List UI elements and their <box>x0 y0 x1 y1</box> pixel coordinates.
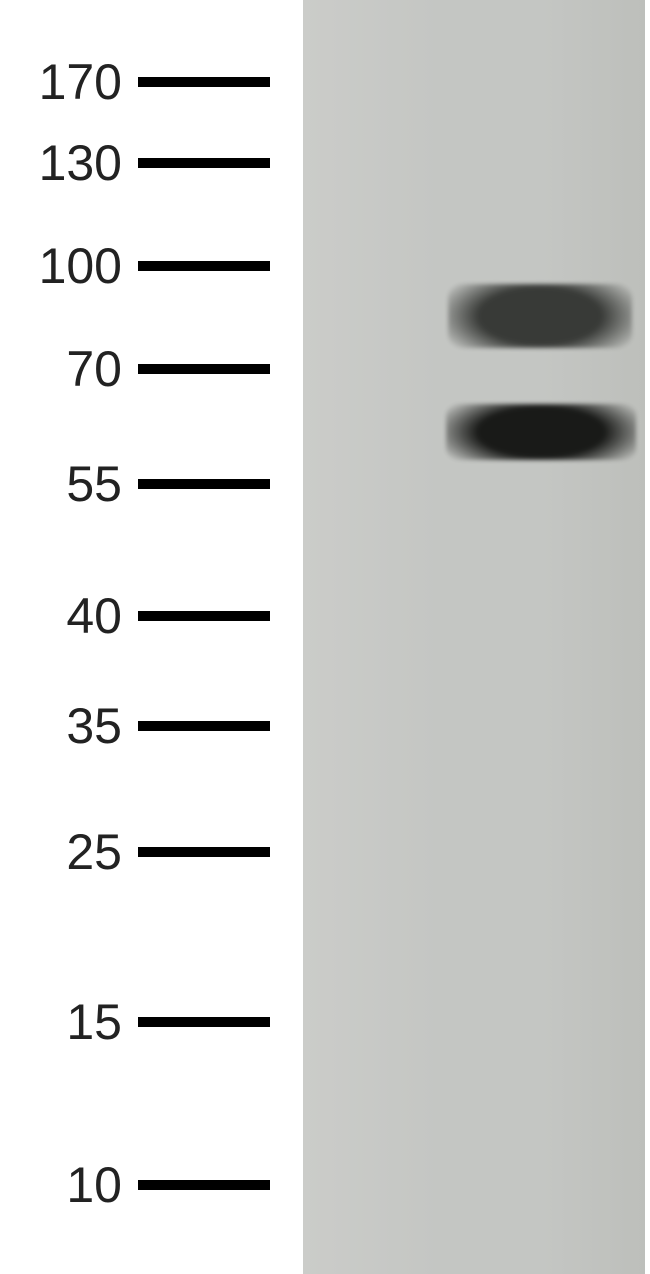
ladder-label: 100 <box>0 237 122 295</box>
ladder-label: 10 <box>0 1156 122 1214</box>
ladder-label: 15 <box>0 993 122 1051</box>
ladder-tick <box>138 77 270 87</box>
ladder-tick <box>138 721 270 731</box>
ladder-tick <box>138 364 270 374</box>
ladder-tick <box>138 479 270 489</box>
ladder-label: 25 <box>0 823 122 881</box>
blot-figure: 170 130 100 70 55 40 35 25 15 10 <box>0 0 650 1274</box>
ladder-tick <box>138 1180 270 1190</box>
ladder-tick <box>138 158 270 168</box>
lower-band <box>446 404 636 460</box>
ladder-label: 35 <box>0 697 122 755</box>
blot-lane <box>303 0 645 1274</box>
ladder-label: 40 <box>0 587 122 645</box>
ladder-tick <box>138 261 270 271</box>
upper-band <box>448 284 632 348</box>
ladder-tick <box>138 847 270 857</box>
ladder-tick <box>138 1017 270 1027</box>
ladder-label: 55 <box>0 455 122 513</box>
ladder-label: 130 <box>0 134 122 192</box>
ladder-label: 70 <box>0 340 122 398</box>
ladder-tick <box>138 611 270 621</box>
ladder-label: 170 <box>0 53 122 111</box>
